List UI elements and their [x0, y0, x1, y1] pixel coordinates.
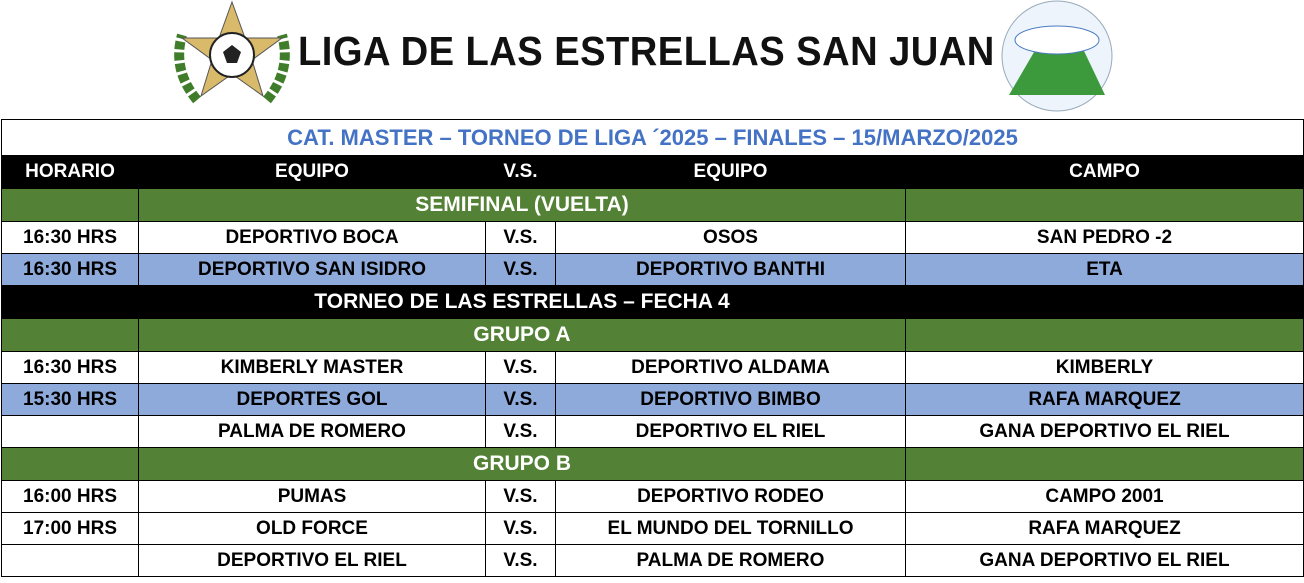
match-cell — [1, 544, 139, 577]
match-cell: V.S. — [485, 415, 556, 448]
match-cell: OSOS — [555, 221, 906, 254]
match-cell: GANA DEPORTIVO EL RIEL — [905, 544, 1304, 577]
match-cell: PALMA DE ROMERO — [138, 415, 486, 448]
match-cell: SAN PEDRO -2 — [905, 221, 1304, 254]
heading-blank — [1, 447, 139, 481]
match-cell: EL MUNDO DEL TORNILLO — [555, 512, 906, 545]
column-header: CAMPO — [905, 155, 1304, 189]
section-heading: GRUPO B — [138, 447, 906, 481]
heading-blank — [905, 447, 1304, 481]
match-cell: ETA — [905, 253, 1304, 286]
heading-blank — [1, 188, 139, 222]
league-title: LIGA DE LAS ESTRELLAS SAN JUAN — [298, 28, 995, 74]
match-cell: DEPORTIVO SAN ISIDRO — [138, 253, 486, 286]
match-cell: DEPORTIVO EL RIEL — [555, 415, 906, 448]
column-header: HORARIO — [1, 155, 139, 189]
match-cell: RAFA MARQUEZ — [905, 512, 1304, 545]
match-cell: PUMAS — [138, 480, 486, 513]
section-heading: GRUPO A — [138, 318, 906, 352]
match-cell: V.S. — [485, 351, 556, 384]
column-header: V.S. — [485, 155, 556, 189]
table-title: CAT. MASTER – TORNEO DE LIGA ´2025 – FIN… — [1, 119, 1304, 156]
match-cell: 16:30 HRS — [1, 351, 139, 384]
heading-blank — [1, 318, 139, 352]
match-cell: DEPORTIVO ALDAMA — [555, 351, 906, 384]
match-cell: PALMA DE ROMERO — [555, 544, 906, 577]
match-cell: V.S. — [485, 253, 556, 286]
match-cell: 17:00 HRS — [1, 512, 139, 545]
heading-blank — [1, 285, 139, 319]
match-cell: DEPORTIVO BIMBO — [555, 383, 906, 416]
section-heading: TORNEO DE LAS ESTRELLAS – FECHA 4 — [138, 285, 906, 319]
sponsor-logo — [1001, 0, 1113, 112]
match-cell — [1, 415, 139, 448]
match-cell: V.S. — [485, 480, 556, 513]
match-cell: RAFA MARQUEZ — [905, 383, 1304, 416]
match-cell: DEPORTES GOL — [138, 383, 486, 416]
league-logo — [174, 0, 290, 104]
match-cell: V.S. — [485, 512, 556, 545]
match-cell: OLD FORCE — [138, 512, 486, 545]
column-header: EQUIPO — [555, 155, 906, 189]
match-cell: V.S. — [485, 544, 556, 577]
match-cell: DEPORTIVO EL RIEL — [138, 544, 486, 577]
match-cell: 16:30 HRS — [1, 253, 139, 286]
match-cell: V.S. — [485, 383, 556, 416]
match-cell: 15:30 HRS — [1, 383, 139, 416]
heading-blank — [905, 318, 1304, 352]
match-cell: DEPORTIVO BOCA — [138, 221, 486, 254]
section-heading: SEMIFINAL (VUELTA) — [138, 188, 906, 222]
match-cell: KIMBERLY MASTER — [138, 351, 486, 384]
match-cell: KIMBERLY — [905, 351, 1304, 384]
match-cell: DEPORTIVO BANTHI — [555, 253, 906, 286]
heading-blank — [905, 285, 1304, 319]
match-cell: 16:00 HRS — [1, 480, 139, 513]
heading-blank — [905, 188, 1304, 222]
match-cell: V.S. — [485, 221, 556, 254]
column-header: EQUIPO — [138, 155, 486, 189]
match-cell: CAMPO 2001 — [905, 480, 1304, 513]
match-cell: DEPORTIVO RODEO — [555, 480, 906, 513]
match-cell: 16:30 HRS — [1, 221, 139, 254]
match-cell: GANA DEPORTIVO EL RIEL — [905, 415, 1304, 448]
